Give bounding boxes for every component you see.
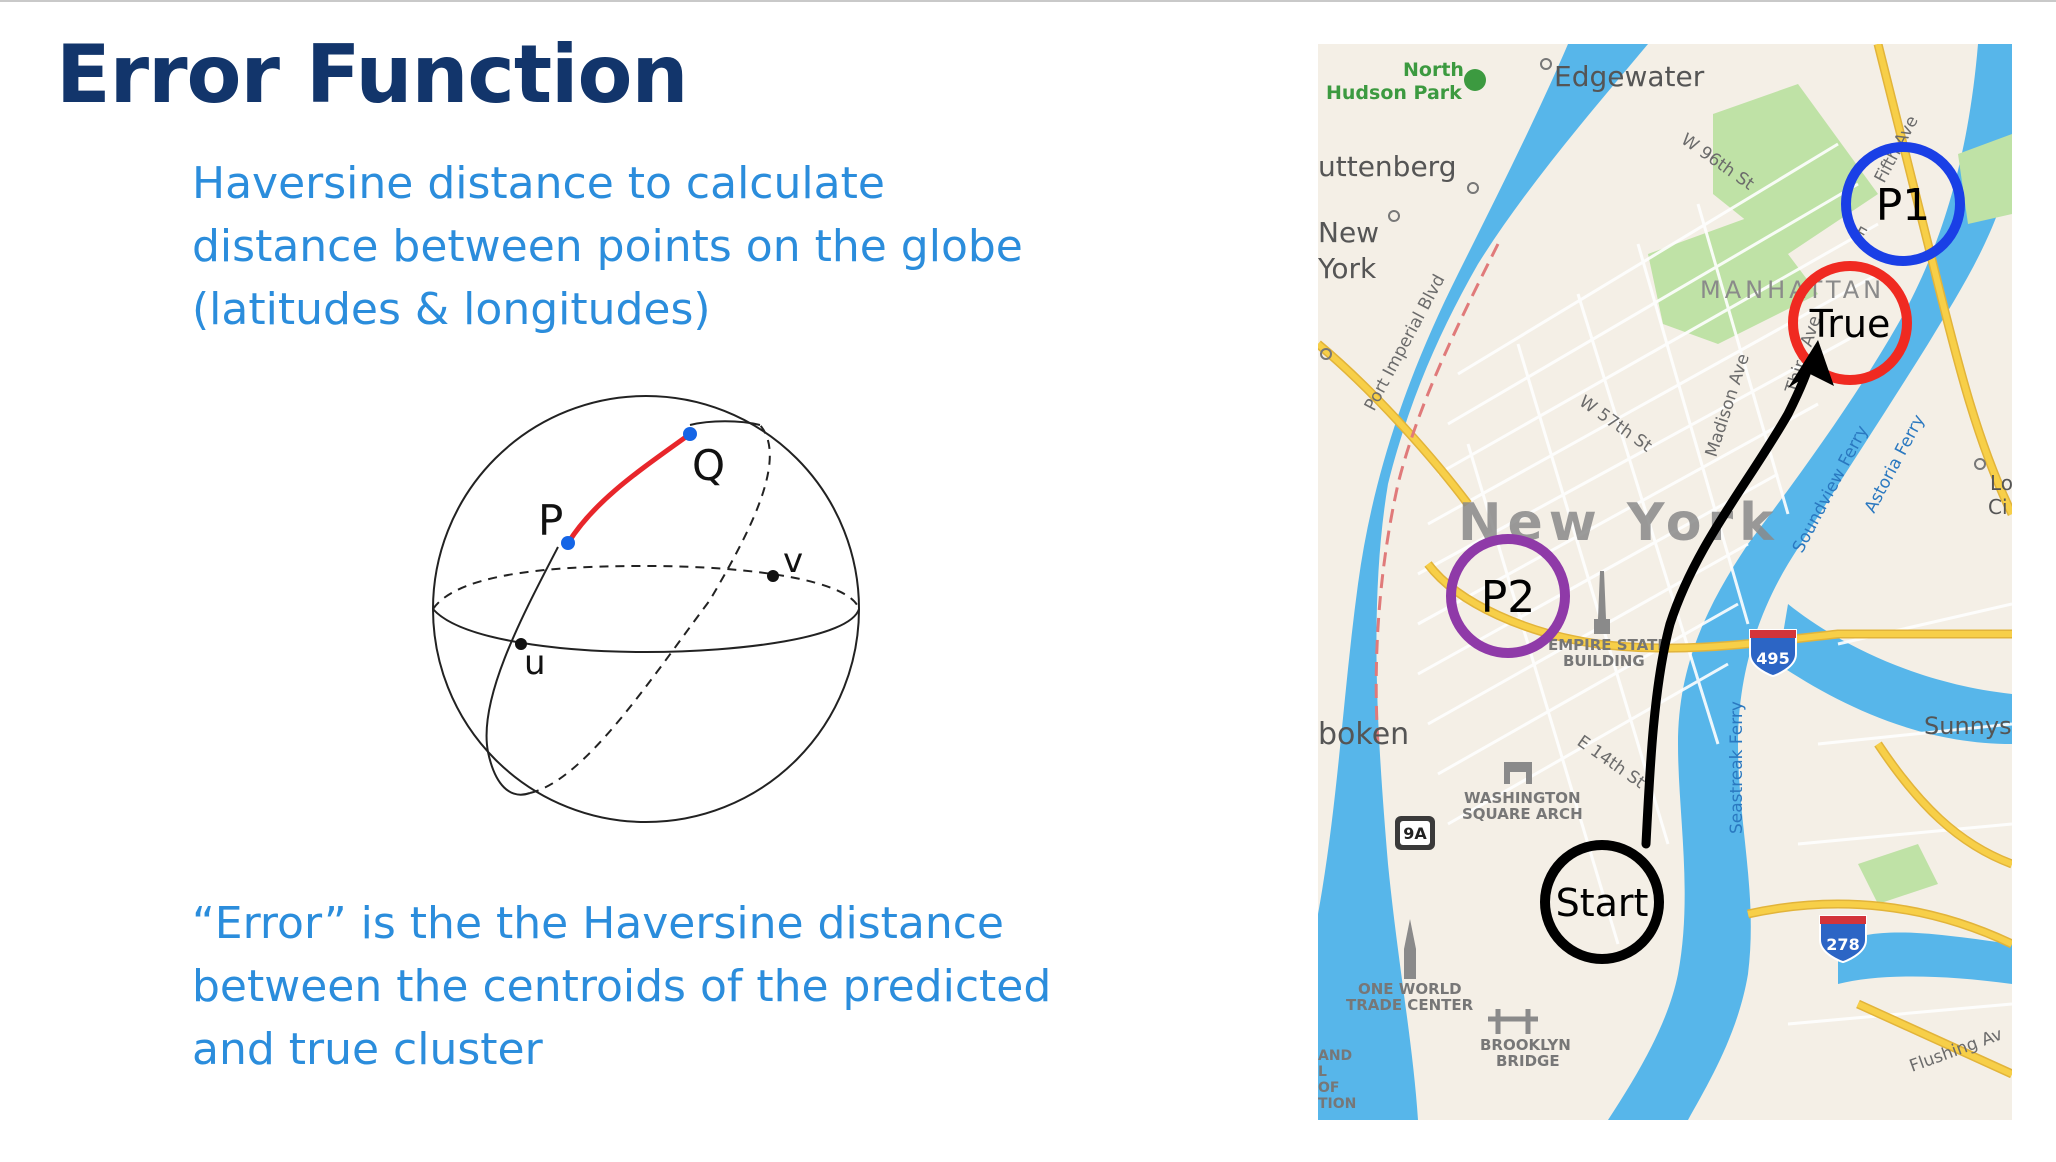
place-lic-1: Lo <box>1990 471 2012 495</box>
conclusion-line: between the centroids of the predicted <box>192 961 1052 1012</box>
hudson-river <box>1318 44 1648 1120</box>
newtown-creek <box>1778 604 2012 744</box>
brooklyn-park <box>1858 844 1938 904</box>
place-dot-icon <box>1320 348 1332 360</box>
great-circle-top <box>689 420 761 426</box>
place-dot-icon <box>1388 210 1400 222</box>
haversine-sphere-diagram: P Q u v <box>432 395 860 823</box>
equator-front <box>432 608 860 654</box>
wtc-icon <box>1404 919 1416 979</box>
place-manhattan: MANHATTAN <box>1700 276 1885 304</box>
place-brooklyn-1: BROOKLYN <box>1480 1036 1571 1054</box>
place-west-new-york-2: York <box>1318 252 1377 285</box>
place-edgewater: Edgewater <box>1554 60 1705 93</box>
place-empire-2: BUILDING <box>1563 652 1645 670</box>
place-wtc-2: TRADE CENTER <box>1346 996 1474 1014</box>
marker-true-label: True <box>1809 302 1891 346</box>
place-liberty-4: TION <box>1318 1096 1356 1112</box>
intro-line: (latitudes & longitudes) <box>192 284 711 335</box>
point-v <box>767 570 779 582</box>
manhattan-map: North Hudson Park Edgewater uttenberg Ne… <box>1318 44 2012 1120</box>
intro-paragraph: Haversine distance to calculate distance… <box>192 152 1023 341</box>
place-liberty-3: OF <box>1318 1080 1339 1096</box>
place-north-hudson-1: North <box>1403 59 1464 81</box>
point-q <box>683 427 697 441</box>
rail-line <box>1374 243 1500 745</box>
place-dot-icon <box>1540 58 1552 70</box>
place-sunnyside: Sunnys <box>1924 712 2012 740</box>
pq-arc <box>565 431 692 545</box>
brooklyn-waterfront <box>1838 932 2012 984</box>
place-washington-1: WASHINGTON <box>1464 789 1581 807</box>
place-liberty-1: AND <box>1318 1048 1352 1064</box>
label-p: P <box>538 496 563 545</box>
equator-back <box>432 564 860 610</box>
place-west-new-york-1: New <box>1318 216 1379 249</box>
label-u: u <box>524 643 546 683</box>
intro-line: distance between points on the globe <box>192 221 1023 272</box>
place-hoboken: boken <box>1318 717 1409 752</box>
street-seastreak: Seastreak Ferry <box>1727 701 1747 834</box>
arch-icon <box>1504 762 1532 784</box>
marker-p2-label: P2 <box>1481 572 1536 623</box>
point-p <box>561 536 575 550</box>
shield-i495: 495 <box>1749 629 1797 678</box>
place-liberty-2: L <box>1318 1064 1327 1080</box>
place-guttenberg: uttenberg <box>1318 150 1456 183</box>
arrow-head <box>1788 340 1834 388</box>
label-q: Q <box>692 441 725 490</box>
great-circle-front <box>485 546 559 796</box>
shield-route-9a-label: 9A <box>1403 824 1427 843</box>
place-north-hudson-2: Hudson Park <box>1326 82 1462 104</box>
place-lic-2: Ci <box>1988 495 2008 519</box>
marker-start: Start <box>1540 840 1664 964</box>
place-washington-2: SQUARE ARCH <box>1462 805 1583 823</box>
empire-state-icon <box>1594 571 1610 634</box>
conclusion-paragraph: “Error” is the the Haversine distance be… <box>192 892 1051 1081</box>
marker-p2: P2 <box>1446 534 1570 658</box>
start-to-true-arrow <box>1641 357 1815 849</box>
marker-p1-label: P1 <box>1876 180 1931 231</box>
intro-line: Haversine distance to calculate <box>192 158 885 209</box>
point-u <box>515 638 527 650</box>
label-v: v <box>783 541 803 581</box>
shield-i278: 278 <box>1819 915 1867 964</box>
randalls-island <box>1958 134 2012 224</box>
marker-p1: P1 <box>1841 142 1965 266</box>
shield-route-9a: 9A <box>1395 816 1435 850</box>
bridge-icon <box>1488 1009 1538 1034</box>
place-dot-icon <box>1974 458 1986 470</box>
place-wtc-1: ONE WORLD <box>1358 980 1462 998</box>
park-icon <box>1464 69 1486 91</box>
place-empire-1: EMPIRE STATE <box>1548 636 1668 654</box>
central-park-south <box>1648 214 1818 344</box>
shield-i495-label: 495 <box>1756 649 1789 668</box>
sphere-outline <box>432 395 860 823</box>
marker-start-label: Start <box>1556 881 1649 925</box>
top-rule <box>0 0 2056 2</box>
great-circle-back <box>529 424 771 794</box>
conclusion-line: “Error” is the the Haversine distance <box>192 898 1004 949</box>
place-brooklyn-2: BRIDGE <box>1496 1052 1560 1070</box>
marker-true: True <box>1788 261 1912 385</box>
slide-title: Error Function <box>56 28 688 121</box>
place-dot-icon <box>1467 182 1479 194</box>
shield-i278-label: 278 <box>1826 935 1859 954</box>
conclusion-line: and true cluster <box>192 1024 543 1075</box>
